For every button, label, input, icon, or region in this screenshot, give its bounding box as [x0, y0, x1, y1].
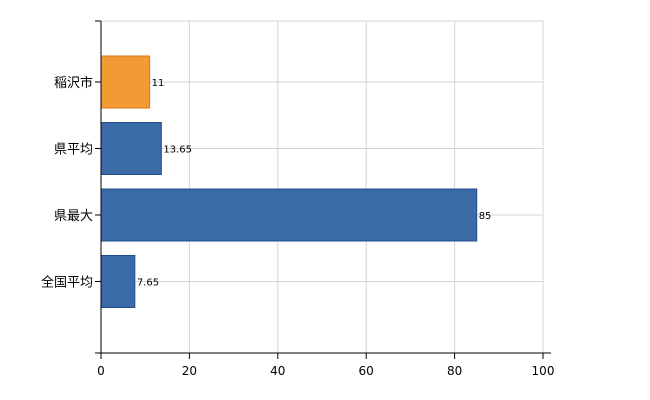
- x-tick-label: 60: [359, 364, 374, 378]
- data-label-3: 85: [479, 211, 492, 222]
- x-tick-label: 100: [532, 364, 555, 378]
- category-label-3: 県最大: [54, 209, 93, 224]
- category-label-1: 稲沢市: [54, 75, 93, 91]
- axes: [100, 21, 551, 354]
- category-label-4: 全国平均: [41, 275, 93, 291]
- x-tick-label: 80: [447, 364, 462, 378]
- labels: 11 稲沢市 13.65 県平均 85 県最大 7.65 全国平均 0 20 40 60 80 100: [41, 20, 555, 378]
- bar-2: [100, 122, 162, 175]
- data-label-2: 13.65: [163, 145, 192, 156]
- bar-4: [100, 255, 136, 308]
- category-label-2: 県平均: [54, 143, 93, 158]
- bar-3: [100, 188, 478, 242]
- bars: [100, 55, 478, 308]
- bar-1: [100, 55, 151, 109]
- x-tick-label: 40: [270, 364, 285, 378]
- grid-lines: [101, 20, 544, 353]
- data-label-1: 11: [152, 78, 165, 89]
- data-label-4: 7.65: [137, 278, 159, 289]
- x-tick-label: 20: [182, 364, 197, 378]
- x-tick-label: 0: [97, 364, 105, 378]
